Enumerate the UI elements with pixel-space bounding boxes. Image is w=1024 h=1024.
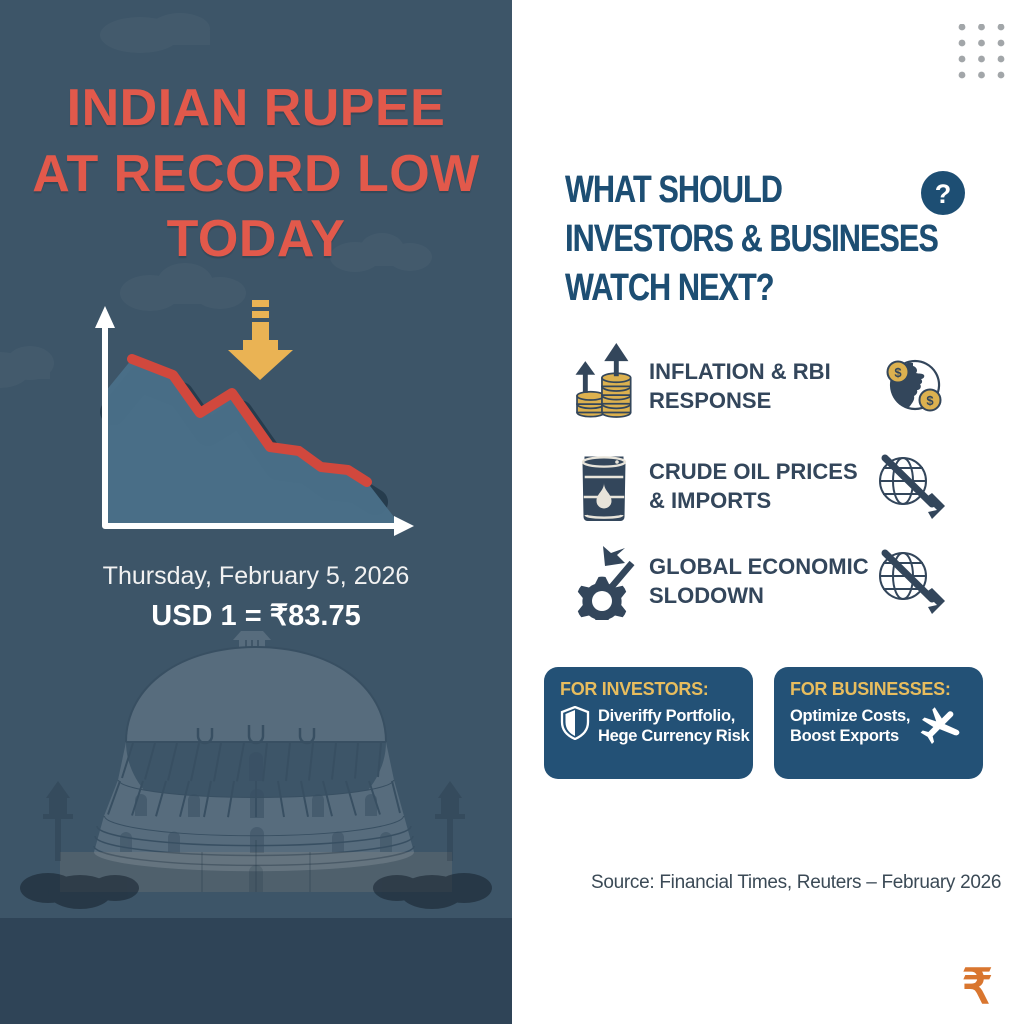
svg-text:?: ? <box>935 179 952 209</box>
svg-text:$: $ <box>926 393 934 408</box>
svg-text:₹: ₹ <box>962 965 993 1011</box>
svg-text:$: $ <box>894 365 902 380</box>
